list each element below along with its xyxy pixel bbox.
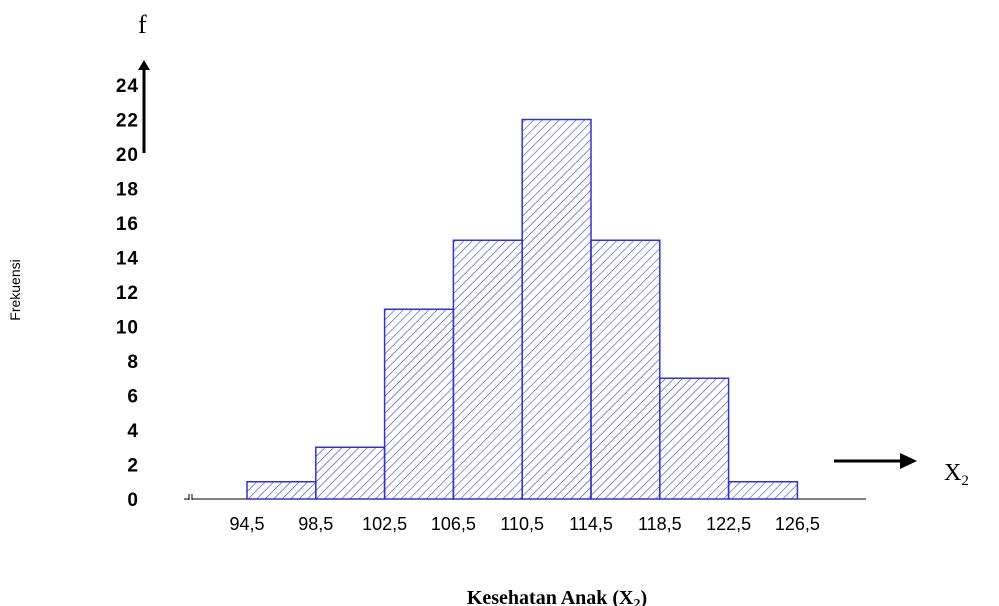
histogram-bar bbox=[521, 118, 592, 500]
x-tick-label: 98,5 bbox=[298, 514, 333, 534]
x-axis-title: Kesehatan Anak (X2) bbox=[467, 587, 647, 606]
x-tick-label: 102,5 bbox=[362, 514, 407, 534]
x-tick-label: 110,5 bbox=[500, 514, 544, 534]
y-tick-label: 12 bbox=[116, 283, 139, 304]
y-tick-label: 24 bbox=[116, 76, 139, 97]
y-tick-label: 0 bbox=[127, 490, 139, 511]
x-tick-label: 114,5 bbox=[569, 514, 613, 534]
x-tick-labels: 94,5 98,5 102,5 106,5 110,5 114,5 118,5 122,5 12… bbox=[229, 514, 819, 534]
x-tick-label: 118,5 bbox=[638, 514, 682, 534]
y-tick-label: 14 bbox=[116, 249, 139, 270]
histogram-bar bbox=[727, 481, 799, 500]
histogram-bar bbox=[590, 239, 661, 500]
y-tick-label: 18 bbox=[116, 180, 139, 201]
histogram-bar bbox=[659, 377, 730, 500]
y-tick-label: 10 bbox=[116, 318, 139, 339]
y-tick-label: 8 bbox=[127, 352, 139, 373]
bars-group bbox=[246, 118, 799, 500]
y-tick-label: 6 bbox=[127, 387, 139, 408]
y-tick-label: 2 bbox=[127, 456, 139, 477]
histogram-bar bbox=[246, 481, 317, 500]
y-tick-label: 16 bbox=[116, 214, 139, 235]
y-axis-symbol: f bbox=[138, 10, 147, 39]
histogram-bar bbox=[383, 308, 455, 500]
x-tick-label: 94,5 bbox=[229, 514, 264, 534]
x-axis-symbol: X2 bbox=[944, 460, 969, 489]
x-tick-label: 122,5 bbox=[706, 514, 751, 534]
x-axis-arrowhead bbox=[900, 453, 917, 469]
histogram-bar bbox=[452, 239, 523, 500]
y-axis-label: Frekuensi bbox=[7, 259, 23, 320]
y-axis-arrowhead bbox=[138, 60, 150, 70]
y-tick-label: 22 bbox=[116, 111, 139, 132]
y-tick-label: 4 bbox=[127, 421, 139, 442]
x-tick-label: 126,5 bbox=[775, 514, 820, 534]
x-tick-label: 106,5 bbox=[431, 514, 476, 534]
histogram-bar bbox=[315, 446, 386, 500]
y-tick-label: 20 bbox=[116, 145, 139, 166]
